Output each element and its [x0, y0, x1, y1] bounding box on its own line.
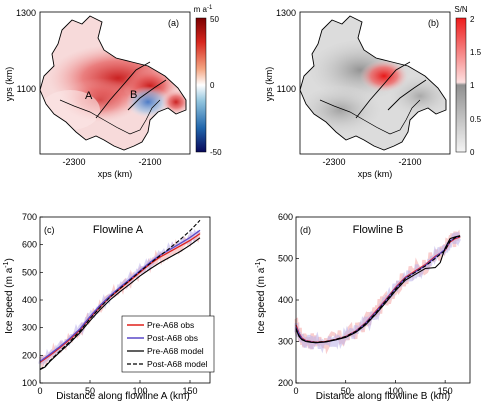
panel-a-label-flowline-b: B	[130, 89, 137, 101]
panel-c-series-post-model	[39, 219, 201, 370]
panel-d-xtick-150: 150	[438, 386, 453, 396]
panel-b: (b) 1300 1100 yps (km) -2300 -2100 xps (…	[264, 5, 482, 179]
panel-c-ytick-200: 200	[22, 350, 37, 360]
panel-c-legend-label-pre-model: Pre-A68 model	[147, 346, 204, 356]
panel-d-ytick-200: 200	[278, 378, 293, 388]
panel-b-colorbar-tick-2: 2	[470, 15, 475, 24]
panel-a-ytick-1100: 1100	[17, 84, 36, 94]
panel-d-panel-label: (d)	[300, 225, 311, 235]
panel-c-legend: Pre-A68 obs Post-A68 obs Pre-A68 model P…	[121, 315, 215, 373]
panel-b-flowline-b	[387, 79, 427, 111]
panel-a: A B (a) 1300 1100 yps (km) -2300 -2100 x…	[4, 5, 222, 179]
panel-a-ylabel: yps (km)	[4, 67, 14, 102]
panel-d-xtick-50: 50	[341, 386, 351, 396]
panel-a-grounding-line	[59, 99, 161, 135]
panel-a-label-flowline-a: A	[85, 90, 93, 102]
panel-a-xtick--2300: -2300	[62, 157, 85, 167]
panel-c-xtick-50: 50	[85, 386, 95, 396]
panel-b-colorbar-tick-0: 0	[470, 148, 475, 157]
panel-d-plot: 0 50 100 150 200 300 400 500 600	[278, 212, 471, 396]
panel-b-coastline	[299, 15, 447, 151]
panel-c-xlabel: Distance along flowline A (km)	[56, 391, 189, 402]
panel-c-ytick-100: 100	[22, 378, 37, 388]
panel-b-colorbar-tick-0.5: 0.5	[470, 115, 482, 124]
panel-a-panel-label: (a)	[168, 18, 179, 28]
panel-a-coastline	[39, 15, 187, 151]
panel-d-band-post-obs	[294, 232, 461, 354]
panel-d-ytick-500: 500	[278, 254, 293, 264]
panel-b-xtick--2300: -2300	[322, 157, 345, 167]
panel-c-title: Flowline A	[93, 224, 144, 236]
panel-a-flowline-b	[127, 79, 167, 111]
panel-b-xlabel: xps (km)	[358, 169, 393, 179]
panel-c-ytick-700: 700	[22, 212, 37, 222]
panel-a-ytick-1300: 1300	[16, 8, 36, 18]
panel-c-ytick-500: 500	[22, 267, 37, 277]
panel-b-panel-label: (b)	[428, 18, 439, 28]
panel-c-ytick-300: 300	[22, 323, 37, 333]
panel-b-colorbar	[455, 17, 467, 153]
panel-c-series-pre-model	[39, 237, 201, 371]
panel-c-legend-label-post-obs: Post-A68 obs	[147, 333, 198, 343]
panel-d-ytick-400: 400	[278, 295, 293, 305]
panel-c-legend-label-pre-obs: Pre-A68 obs	[147, 320, 194, 330]
panel-b-ylabel: yps (km)	[264, 67, 274, 102]
panel-c-ylabel: Ice speed (m a-1)	[3, 258, 15, 334]
panel-a-colorbar	[195, 17, 207, 153]
panel-a-xlabel: xps (km)	[98, 169, 133, 179]
panel-d-xtick-100: 100	[388, 386, 403, 396]
panel-b-ytick-1300: 1300	[276, 8, 296, 18]
panel-d-ytick-300: 300	[278, 337, 293, 347]
panel-b-ytick-1100: 1100	[277, 84, 296, 94]
panel-b-colorbar-tick-1: 1	[470, 81, 475, 90]
panel-d-ylabel: Ice speed (m a-1)	[255, 258, 267, 334]
panel-c-xtick-0: 0	[37, 386, 42, 396]
panel-c-xtick-100: 100	[132, 386, 147, 396]
panel-d-series-post-model	[295, 235, 461, 343]
panel-a-colorbar-tick-50: 50	[210, 15, 219, 24]
panel-a-xtick--2100: -2100	[138, 157, 161, 167]
panel-a-colorbar-tick--50: -50	[210, 148, 222, 157]
panel-c-series-pre-obs	[39, 233, 201, 363]
panel-c: 0 50 100 150 100 200 300 400 500 600 700 (c) Flowl…	[3, 212, 215, 402]
panel-d-ytick-600: 600	[278, 212, 293, 222]
panel-b-flowline-a	[355, 61, 411, 119]
panel-c-series-post-obs	[39, 229, 201, 362]
panel-d-xtick-0: 0	[293, 386, 298, 396]
panel-d-title: Flowline B	[353, 224, 404, 236]
panel-c-ytick-400: 400	[22, 295, 37, 305]
panel-c-legend-label-post-model: Post-A68 model	[147, 359, 208, 369]
panel-c-ytick-600: 600	[22, 240, 37, 250]
panel-b-colorbar-tick-1.5: 1.5	[470, 48, 482, 57]
panel-a-flowline-a	[95, 61, 151, 119]
panel-b-colorbar-title: S/N	[454, 5, 468, 14]
panel-b-xtick--2100: -2100	[398, 157, 421, 167]
panel-a-colorbar-unit: m a-1	[194, 5, 213, 14]
panel-a-colorbar-tick-0: 0	[210, 81, 215, 90]
panel-d-xlabel: Distance along flowline B (km)	[316, 391, 451, 402]
panel-b-grounding-line	[319, 99, 421, 135]
panel-c-xtick-150: 150	[182, 386, 197, 396]
panel-c-panel-label: (c)	[44, 225, 55, 235]
